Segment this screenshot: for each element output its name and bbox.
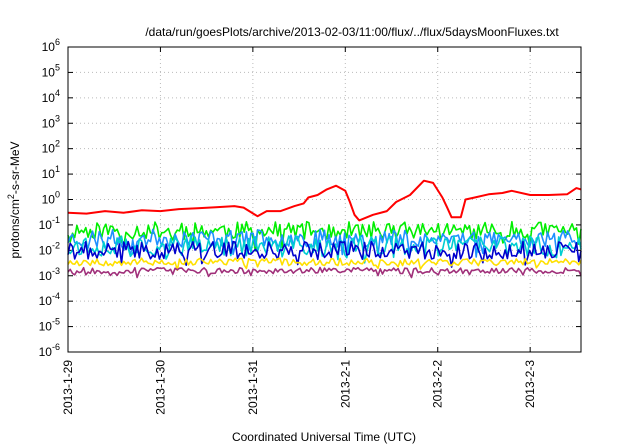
y-tick-label: 105 (42, 62, 60, 79)
y-axis-label-rest: -s-sr-MeV (8, 141, 22, 194)
x-tick-label: 2013-2-3 (523, 360, 537, 408)
series-line-6 (67, 266, 582, 279)
y-tick-label: 10-2 (39, 240, 60, 257)
y-axis-label-main: protons/cm (8, 199, 22, 258)
y-tick-label: 10-6 (39, 342, 60, 359)
series-line-0 (67, 179, 582, 222)
y-tick-label: 102 (42, 139, 60, 156)
y-tick-base: 10 (42, 193, 56, 207)
y-tick-exponent: -5 (52, 317, 60, 327)
y-tick-exponent: 1 (55, 164, 60, 174)
y-tick-label: 103 (42, 113, 60, 130)
y-tick-label: 10-3 (39, 266, 60, 283)
y-tick-label: 10-1 (39, 215, 60, 232)
y-tick-base: 10 (42, 167, 56, 181)
plot-frame (67, 46, 582, 353)
y-tick-base: 10 (39, 345, 53, 359)
y-tick-exponent: 4 (55, 88, 60, 98)
series-line-5 (67, 257, 582, 271)
chart-title: /data/run/goesPlots/archive/2013-02-03/1… (145, 25, 559, 39)
y-axis-label-sup: 2 (6, 194, 16, 199)
y-tick-label: 104 (42, 88, 60, 105)
y-tick-label: 10-4 (39, 291, 60, 308)
series-line-4 (67, 240, 582, 268)
y-tick-exponent: -2 (52, 240, 60, 250)
y-tick-base: 10 (39, 294, 53, 308)
series-lines (67, 179, 582, 279)
y-tick-exponent: 6 (55, 37, 60, 47)
y-tick-exponent: -3 (52, 266, 60, 276)
y-tick-exponent: 2 (55, 139, 60, 149)
y-tick-exponent: 0 (55, 190, 60, 200)
y-axis-label: protons/cm2-s-sr-MeV (6, 141, 22, 258)
x-tick-label: 2013-1-31 (246, 360, 260, 415)
grid (68, 47, 581, 352)
y-tick-base: 10 (39, 320, 53, 334)
y-tick-base: 10 (39, 269, 53, 283)
y-tick-exponent: 3 (55, 113, 60, 123)
y-tick-exponent: -6 (52, 342, 60, 352)
y-tick-label: 101 (42, 164, 60, 181)
y-tick-base: 10 (42, 65, 56, 79)
y-tick-exponent: 5 (55, 62, 60, 72)
x-tick-label: 2013-2-2 (431, 360, 445, 408)
x-tick-label: 2013-2-1 (338, 360, 352, 408)
x-axis-ticks: 2013-1-29 2013-1-30 2013-1-31 2013-2-1 2013-… (61, 47, 537, 415)
y-tick-base: 10 (39, 243, 53, 257)
series-line-3 (67, 235, 582, 264)
y-tick-base: 10 (42, 40, 56, 54)
y-tick-label: 10-5 (39, 317, 60, 334)
y-tick-base: 10 (42, 91, 56, 105)
y-tick-base: 10 (42, 116, 56, 130)
y-tick-exponent: -4 (52, 291, 60, 301)
x-axis-label: Coordinated Universal Time (UTC) (232, 430, 416, 444)
y-tick-base: 10 (42, 142, 56, 156)
x-tick-label: 2013-1-29 (61, 360, 75, 415)
y-tick-base: 10 (39, 218, 53, 232)
y-axis-ticks: 10-610-510-410-310-210-11001011021031041… (39, 37, 581, 359)
y-tick-label: 106 (42, 37, 60, 54)
y-tick-label: 100 (42, 190, 60, 207)
x-tick-label: 2013-1-30 (153, 360, 167, 415)
series-line-2 (67, 228, 582, 258)
y-tick-exponent: -1 (52, 215, 60, 225)
